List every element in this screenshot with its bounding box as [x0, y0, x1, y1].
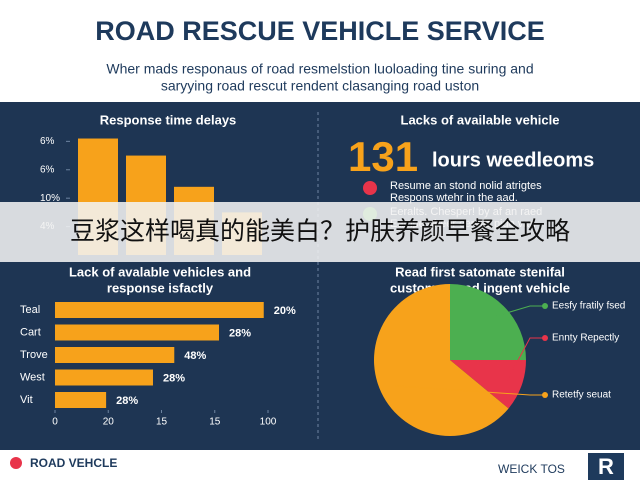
- bar-text: 28%: [116, 395, 138, 407]
- leader-line: [506, 337, 545, 381]
- subtitle: Wher mads responaus of road resmelstion …: [106, 61, 533, 77]
- bar: [55, 392, 107, 408]
- y-tick-label: 10%: [40, 193, 60, 204]
- section-title: Response time delays: [100, 112, 237, 127]
- banner: [0, 202, 640, 262]
- bullet-text: Respons wtehr in the aad.: [390, 192, 518, 204]
- big-number: 131: [348, 133, 418, 180]
- bar: [55, 369, 153, 386]
- x-tick-label: 15: [156, 417, 168, 428]
- section-title: Lacks of available vehicle: [401, 112, 560, 127]
- header-band: [0, 0, 640, 102]
- bar: [55, 347, 175, 363]
- footer: [0, 450, 640, 480]
- legend-dot: [542, 392, 548, 398]
- bar-text: 28%: [163, 372, 185, 384]
- leader-line: [394, 385, 545, 396]
- bar-text: 28%: [229, 327, 251, 339]
- legend-label: Ennty Repectly: [552, 333, 619, 344]
- category-label: Vit: [20, 394, 33, 406]
- pie-slice: [374, 284, 509, 436]
- x-tick-label: 0: [52, 417, 58, 428]
- bullet-text: Resume an stond nolid atrigtes: [390, 180, 542, 192]
- bar-text: 20%: [274, 305, 296, 317]
- section-title: Read first satomate stenifal: [395, 264, 565, 279]
- leader-line: [492, 305, 545, 318]
- pie-slice: [450, 284, 526, 360]
- category-label: Cart: [20, 326, 41, 338]
- footer-right: WEICK TOS: [498, 462, 565, 476]
- y-tick-label: 6%: [40, 136, 55, 147]
- logo: R: [598, 454, 614, 479]
- bar-text: 48%: [184, 350, 206, 362]
- legend-label: Eesfy fratily fsed: [552, 301, 625, 312]
- legend-dot: [542, 335, 548, 341]
- x-tick-label: 15: [209, 417, 221, 428]
- legend-label: Retetfy seuat: [552, 390, 611, 401]
- footer-left: ROAD VEHCLE: [30, 456, 117, 470]
- x-tick-label: 20: [103, 417, 115, 428]
- pie-slice: [450, 360, 526, 409]
- x-tick-label: 100: [260, 417, 277, 428]
- banner-text: 豆浆这样喝真的能美白？护肤养颜早餐全攻略: [70, 218, 570, 246]
- logo-box: [588, 453, 624, 480]
- y-tick-label: 6%: [40, 164, 55, 175]
- category-label: West: [20, 371, 45, 383]
- category-label: Trove: [20, 349, 48, 361]
- footer-icon: [10, 457, 22, 469]
- category-label: Teal: [20, 304, 40, 316]
- bullet-dot: [363, 181, 377, 195]
- title: ROAD RESCUE VEHICLE SERVICE: [95, 16, 545, 46]
- legend-dot: [542, 303, 548, 309]
- big-number-text: lours weedleoms: [432, 149, 594, 171]
- subtitle: saryying road rescut rendent clasanging …: [161, 78, 479, 94]
- bar: [55, 324, 220, 341]
- bar: [55, 302, 264, 318]
- section-title: response isfactly: [107, 280, 214, 295]
- section-title: Lack of avalable vehicles and: [69, 264, 251, 279]
